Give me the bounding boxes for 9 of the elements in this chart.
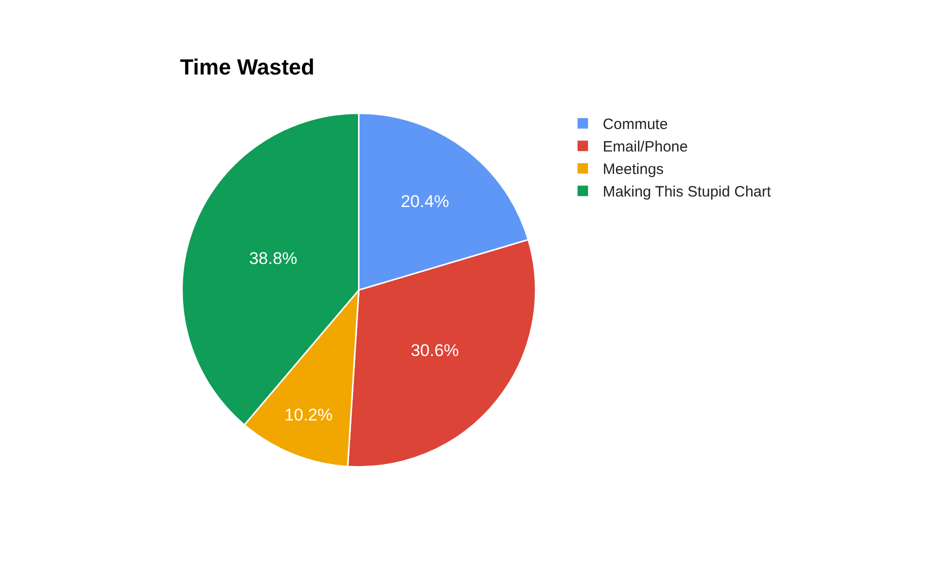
- data-label: 20.4%: [400, 192, 450, 211]
- legend-label: Commute: [602, 116, 668, 134]
- data-label: 10.2%: [284, 405, 333, 424]
- legend-label: Meetings: [602, 161, 664, 178]
- legend-label: Email/Phone: [602, 138, 688, 156]
- data-label: 30.6%: [410, 341, 459, 360]
- data-label: 38.8%: [249, 249, 298, 268]
- chart-title: Time Wasted: [180, 54, 314, 80]
- legend-label: Making This Stupid Chart: [602, 184, 772, 201]
